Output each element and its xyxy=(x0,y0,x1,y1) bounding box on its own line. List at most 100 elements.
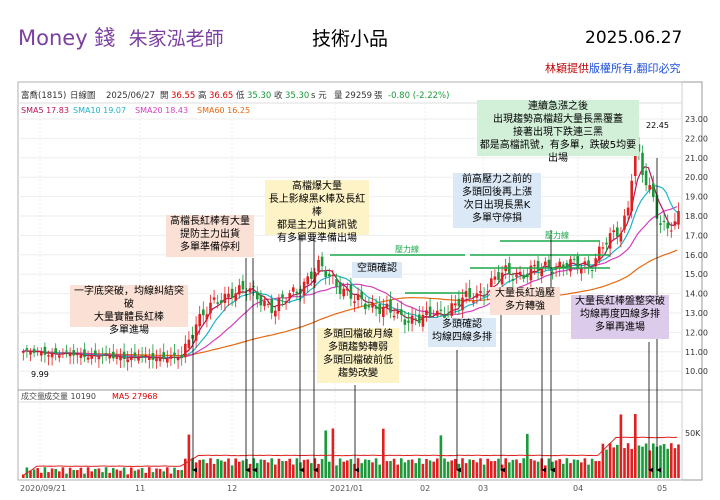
candle-body xyxy=(392,315,396,318)
volume-bar xyxy=(364,459,367,478)
volume-bar xyxy=(508,462,511,478)
info-volume-unit: 張 xyxy=(374,91,383,101)
volume-bar xyxy=(266,462,270,478)
x-tick-label: 03 xyxy=(478,484,488,493)
legend-sma10: SMA10 19.07 xyxy=(73,106,126,115)
volume-bar xyxy=(187,434,191,478)
candle-body xyxy=(367,305,371,308)
candle-body xyxy=(382,306,385,318)
candle-body xyxy=(313,272,317,283)
candle-body xyxy=(335,279,338,287)
candle-body xyxy=(29,351,32,355)
volume-bar xyxy=(76,470,79,478)
candle-body xyxy=(616,227,619,237)
volume-bar xyxy=(544,465,547,478)
volume-bar xyxy=(61,467,65,478)
candle-body xyxy=(324,271,327,277)
volume-bar xyxy=(32,469,36,478)
volume-bar xyxy=(90,471,93,478)
candle-body xyxy=(594,258,597,267)
y-tick-label: 21.00 xyxy=(685,154,708,163)
volume-bar xyxy=(65,473,68,478)
volume-bar xyxy=(83,473,86,478)
volume-bar xyxy=(126,474,129,478)
volume-bar xyxy=(587,464,590,478)
volume-bar xyxy=(666,448,669,478)
candle-body xyxy=(94,350,97,355)
candle-body xyxy=(162,352,165,359)
candle-body xyxy=(299,288,302,294)
candle-body xyxy=(104,353,108,355)
volume-bar xyxy=(79,467,83,478)
volume-ma-line xyxy=(21,436,678,477)
volume-bar xyxy=(436,458,439,478)
candle-body xyxy=(353,301,356,304)
candle-body xyxy=(234,293,237,301)
annotation-bull-confirm: 多頭確認 均線四線多排 xyxy=(428,318,496,347)
volume-bar xyxy=(270,458,273,478)
volume-bar xyxy=(324,430,327,478)
volume-bar xyxy=(331,428,335,478)
info-low: 35.30 xyxy=(247,91,271,101)
candle-body xyxy=(482,294,486,297)
x-tick-label: 2020/09/21 xyxy=(20,484,66,493)
candle-body xyxy=(407,320,410,323)
candle-body xyxy=(40,351,43,356)
volume-bar xyxy=(248,463,252,478)
annotation-reentry: 大量長紅棒盤整突破 均線再度四線多排 多單再進場 xyxy=(571,295,669,339)
candle-body xyxy=(378,304,381,315)
volume-bar xyxy=(302,459,306,478)
candle-body xyxy=(400,309,403,315)
volume-bar xyxy=(162,471,165,478)
candle-body xyxy=(223,293,227,304)
volume-bar xyxy=(432,461,435,478)
candle-body xyxy=(259,295,263,306)
candle-body xyxy=(227,293,230,298)
candle-body xyxy=(551,271,554,274)
volume-bar xyxy=(392,458,396,478)
candle-body xyxy=(133,352,137,356)
copyright-b: 版權所有,翻印必究 xyxy=(589,62,681,75)
volume-bar xyxy=(504,458,507,478)
y-tick-label: 10.00 xyxy=(685,367,708,376)
volume-bar xyxy=(490,461,493,478)
copyright-a: 林穎提供 xyxy=(545,62,589,75)
annotation-breakout: 一字底突破，均線糾結突破 大量實體長紅棒 多單進場 xyxy=(70,285,188,336)
volume-bar xyxy=(497,458,500,478)
volume-bar xyxy=(374,458,378,478)
x-tick-label: 12 xyxy=(227,484,237,493)
candle-body xyxy=(86,357,90,360)
volume-bar xyxy=(576,459,579,478)
page-subtitle: 技術小品 xyxy=(312,28,389,50)
volume-bar xyxy=(68,467,72,478)
volume-bar xyxy=(652,443,655,478)
candle-body xyxy=(558,261,561,268)
candle-body xyxy=(659,223,662,225)
candle-body xyxy=(101,355,104,357)
volume-bar xyxy=(644,443,648,478)
candle-body xyxy=(245,294,248,296)
candle-body xyxy=(421,314,425,327)
volume-bar xyxy=(191,458,194,478)
candle-body xyxy=(662,220,666,223)
volume-bar xyxy=(511,459,515,478)
candle-body xyxy=(302,281,306,296)
candle-body xyxy=(202,309,205,316)
candle-body xyxy=(425,310,428,315)
candle-body xyxy=(493,276,497,280)
volume-bar xyxy=(605,449,608,478)
candle-body xyxy=(126,359,129,363)
candle-body xyxy=(515,274,518,277)
volume-bar xyxy=(662,444,666,478)
candle-body xyxy=(479,290,482,293)
candle-body xyxy=(216,302,219,304)
volume-bar xyxy=(616,444,619,478)
candle-body xyxy=(619,233,623,242)
candle-body xyxy=(529,265,533,281)
candle-body xyxy=(544,261,547,266)
volume-bar xyxy=(245,459,248,478)
candle-body xyxy=(119,356,122,361)
volume-bar xyxy=(371,462,374,478)
volume-bar xyxy=(414,463,417,478)
